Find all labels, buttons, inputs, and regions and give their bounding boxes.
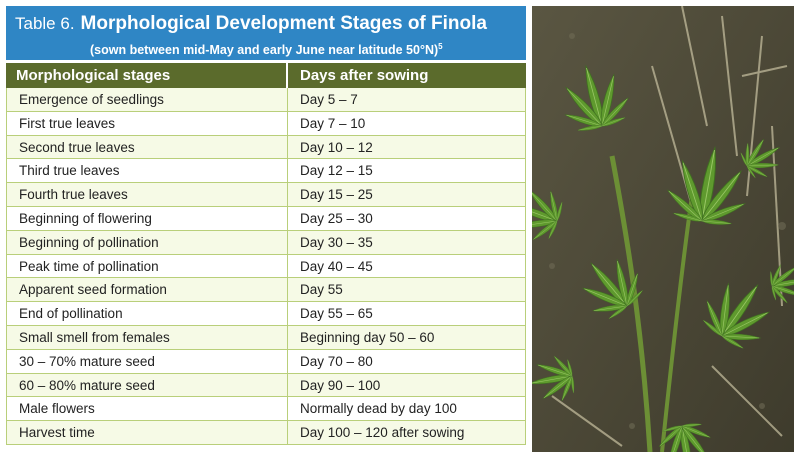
days-cell: Day 25 – 30 [288,206,526,230]
days-cell: Day 15 – 25 [288,183,526,206]
table-header-row: Morphological stages Days after sowing [6,63,526,88]
table-title: Morphological Development Stages of Fino… [80,13,487,34]
days-cell: Day 40 – 45 [288,254,526,278]
table-row: Apparent seed formation Day 55 [6,278,526,303]
days-cell: Day 5 – 7 [288,88,526,111]
table-subtitle-line: (sown between mid-May and early June nea… [90,42,443,57]
table-row: Second true leaves Day 10 – 12 [6,135,526,160]
days-cell: Day 7 – 10 [288,111,526,135]
table-row: Emergence of seedlings Day 5 – 7 [6,88,526,112]
table-row: Male flowers Normally dead by day 100 [6,397,526,422]
table-body: Emergence of seedlings Day 5 – 7 First tru… [6,88,526,445]
table-row: Small smell from females Beginning day 50… [6,325,526,350]
stage-cell: Male flowers [6,397,288,421]
table-caption-banner: Table 6. Morphological Development Stages… [6,6,526,60]
stage-cell: Harvest time [6,421,288,444]
stage-cell: Emergence of seedlings [6,88,288,111]
stage-cell: Small smell from females [6,325,288,349]
days-cell: Day 30 – 35 [288,230,526,254]
stage-cell: Peak time of pollination [6,254,288,278]
column-header-days: Days after sowing [300,67,429,84]
days-cell: Day 12 – 15 [288,159,526,183]
days-cell: Day 100 – 120 after sowing [288,421,526,444]
table-row: End of pollination Day 55 – 65 [6,302,526,326]
stage-cell: End of pollination [6,302,288,325]
table-subtitle: (sown between mid-May and early June nea… [90,43,439,58]
stage-cell: Beginning of pollination [6,230,288,254]
table-row: Harvest time Day 100 – 120 after sowing [6,421,526,445]
table-row: 60 – 80% mature seed Day 90 – 100 [6,373,526,398]
table-row: Peak time of pollination Day 40 – 45 [6,254,526,279]
days-cell: Day 10 – 12 [288,135,526,159]
caption-line: Table 6. Morphological Development Stages… [15,13,487,35]
column-header-stage: Morphological stages [6,63,288,88]
stage-cell: Third true leaves [6,159,288,183]
stage-cell: Beginning of flowering [6,206,288,230]
table-row: Beginning of flowering Day 25 – 30 [6,206,526,231]
table-row: Third true leaves Day 12 – 15 [6,159,526,184]
stage-cell: Fourth true leaves [6,183,288,206]
table-row: First true leaves Day 7 – 10 [6,111,526,136]
stage-cell: Apparent seed formation [6,278,288,302]
days-cell: Day 55 – 65 [288,302,526,325]
stage-cell: 60 – 80% mature seed [6,373,288,397]
table-row: Beginning of pollination Day 30 – 35 [6,230,526,255]
table-row: Fourth true leaves Day 15 – 25 [6,183,526,207]
footnote-marker: 5 [438,42,443,51]
stage-cell: 30 – 70% mature seed [6,349,288,373]
stages-table: Morphological stages Days after sowing E… [6,63,526,445]
days-cell: Beginning day 50 – 60 [288,325,526,349]
plant-illustration [532,6,794,452]
table-number: Table 6. [15,14,75,33]
days-cell: Normally dead by day 100 [288,397,526,421]
days-cell: Day 90 – 100 [288,373,526,397]
stage-cell: First true leaves [6,111,288,135]
days-cell: Day 70 – 80 [288,349,526,373]
stage-cell: Second true leaves [6,135,288,159]
table-row: 30 – 70% mature seed Day 70 – 80 [6,349,526,374]
days-cell: Day 55 [288,278,526,302]
hemp-plant-photo [532,6,794,452]
